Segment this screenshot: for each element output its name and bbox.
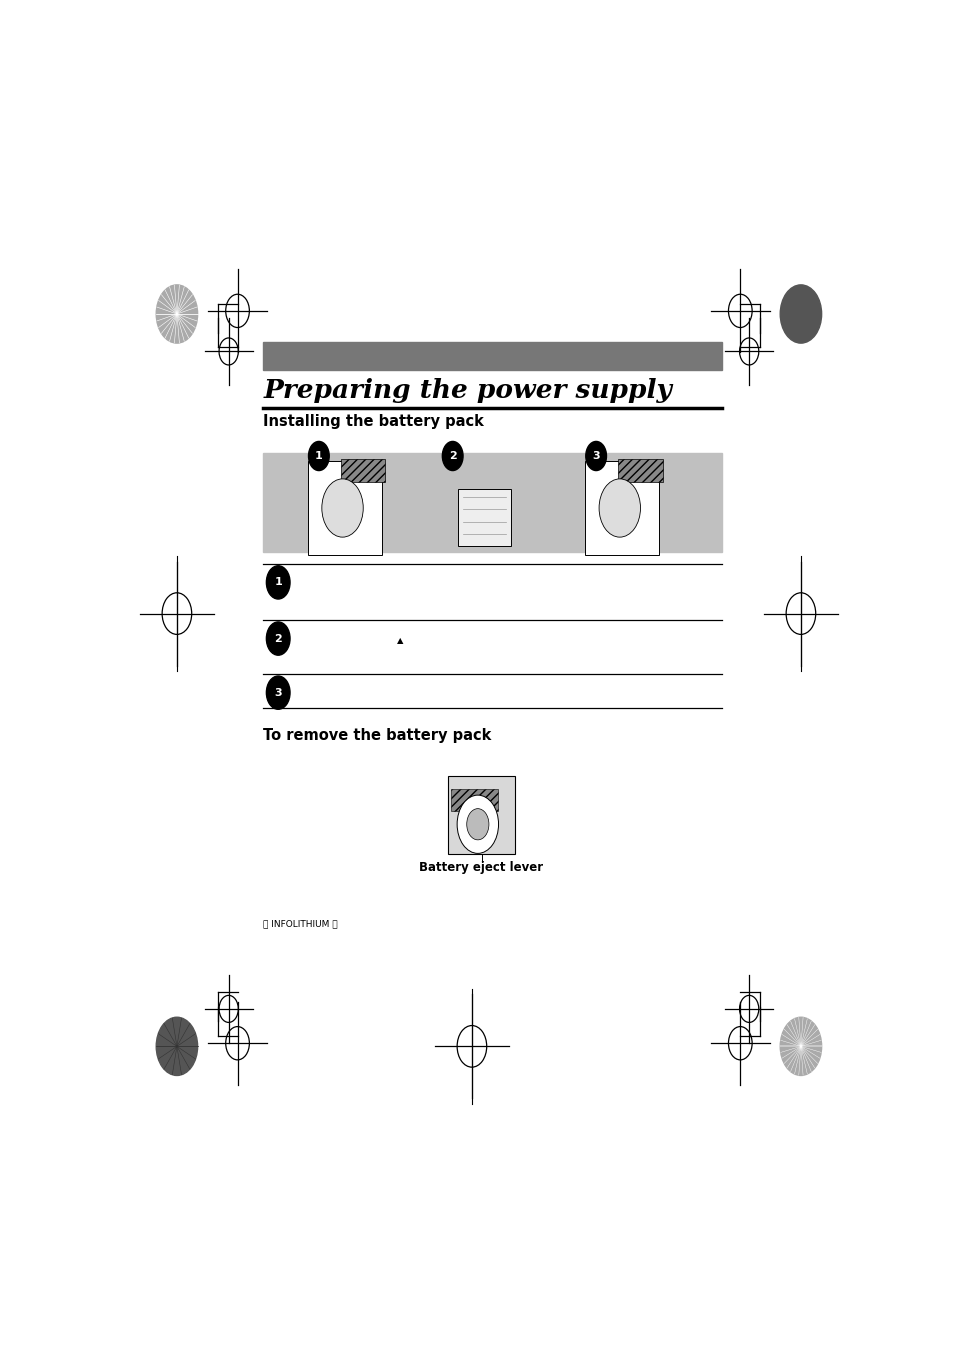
Circle shape xyxy=(442,442,462,470)
Text: ⓘ INFOLITHIUM Ⓛ: ⓘ INFOLITHIUM Ⓛ xyxy=(263,920,337,928)
Circle shape xyxy=(585,442,606,470)
Text: 1: 1 xyxy=(274,577,282,588)
Text: 2: 2 xyxy=(448,451,456,461)
Circle shape xyxy=(466,809,488,840)
Circle shape xyxy=(780,285,821,343)
Bar xyxy=(308,461,381,555)
Circle shape xyxy=(156,1017,197,1075)
Circle shape xyxy=(456,796,498,854)
Text: 3: 3 xyxy=(274,688,282,697)
Text: ▲: ▲ xyxy=(396,636,403,646)
Bar xyxy=(618,459,662,482)
Circle shape xyxy=(598,478,639,538)
Circle shape xyxy=(266,676,290,709)
Bar xyxy=(584,461,659,555)
Circle shape xyxy=(266,566,290,598)
Text: Installing the battery pack: Installing the battery pack xyxy=(263,413,484,428)
Circle shape xyxy=(266,621,290,655)
Bar xyxy=(448,775,515,854)
Text: 3: 3 xyxy=(592,451,599,461)
Circle shape xyxy=(780,1017,821,1075)
Circle shape xyxy=(308,442,329,470)
Circle shape xyxy=(321,478,363,538)
Bar xyxy=(457,489,511,547)
Text: 2: 2 xyxy=(274,634,282,643)
Bar xyxy=(263,342,721,370)
Bar xyxy=(341,459,385,482)
Text: Battery eject lever: Battery eject lever xyxy=(419,861,543,874)
Bar xyxy=(263,454,721,553)
Text: Preparing the power supply: Preparing the power supply xyxy=(263,378,672,404)
Text: 1: 1 xyxy=(314,451,322,461)
Text: To remove the battery pack: To remove the battery pack xyxy=(263,728,492,743)
Circle shape xyxy=(156,285,197,343)
Bar xyxy=(451,789,497,811)
